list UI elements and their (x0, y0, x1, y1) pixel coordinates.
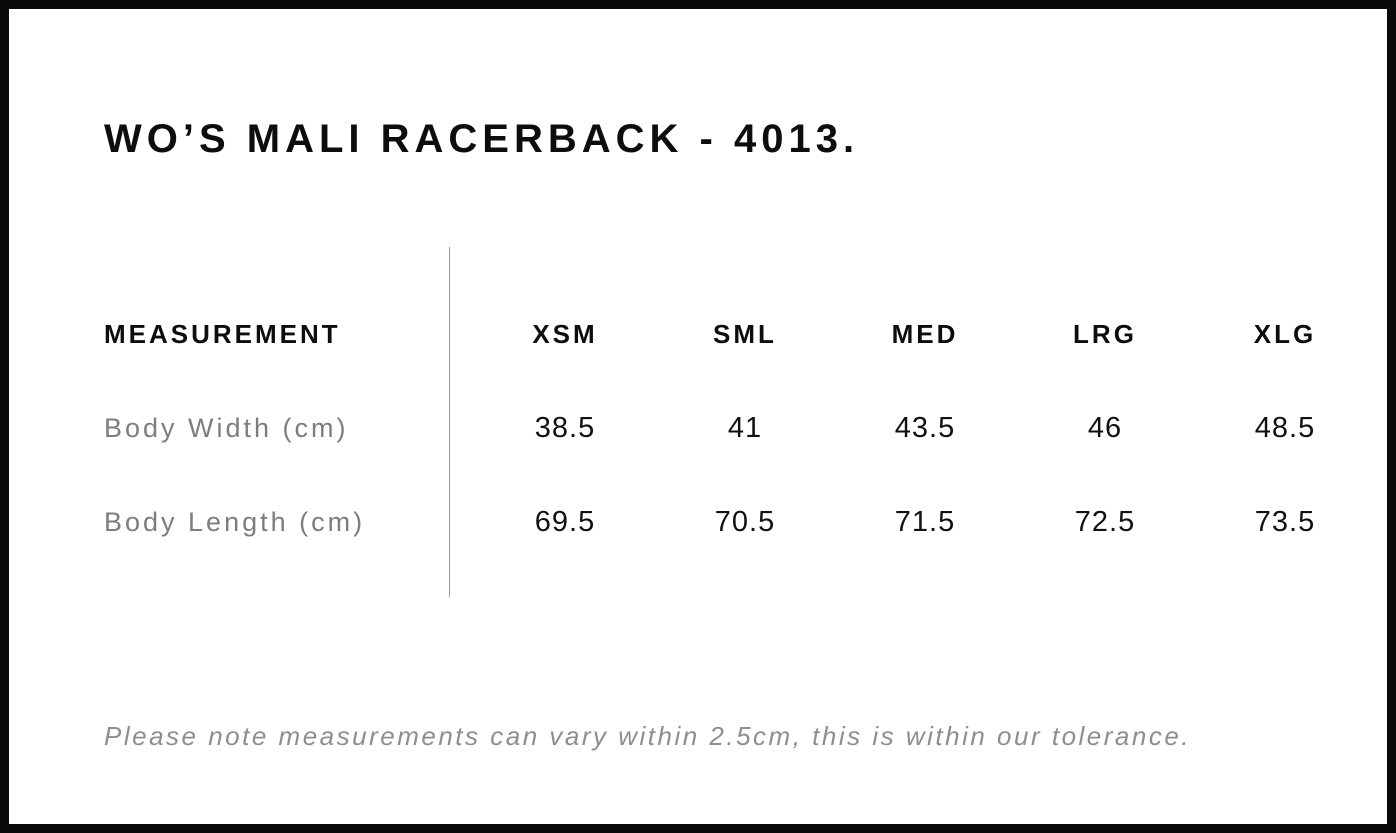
column-divider-line (449, 247, 450, 597)
column-header-xsm: XSM (532, 318, 598, 349)
size-chart-table: MEASUREMENT XSM SML MED LRG XLG Body Wid… (104, 305, 1375, 551)
column-header-lrg: LRG (1073, 318, 1137, 349)
body-width-xlg-value: 48.5 (1254, 411, 1316, 444)
row-label-body-length: Body Length (cm) (104, 506, 366, 537)
table-header-row: MEASUREMENT XSM SML MED LRG XLG (104, 305, 1375, 363)
column-header-measurement: MEASUREMENT (104, 318, 341, 349)
body-width-xsm-value: 38.5 (534, 411, 596, 444)
body-length-xlg-value: 73.5 (1254, 505, 1316, 538)
body-length-xsm-value: 69.5 (534, 505, 596, 538)
body-length-med-value: 71.5 (894, 505, 956, 538)
column-header-xlg: XLG (1253, 318, 1317, 349)
row-label-body-width: Body Width (cm) (104, 412, 349, 443)
body-width-lrg-value: 46 (1087, 411, 1123, 444)
column-header-sml: SML (713, 318, 777, 349)
table-row-body-width: Body Width (cm) 38.5 41 43.5 46 48.5 (104, 399, 1375, 457)
body-length-lrg-value: 72.5 (1074, 505, 1136, 538)
body-width-med-value: 43.5 (894, 411, 956, 444)
column-header-med: MED (891, 318, 959, 349)
product-title: WO’S MALI RACERBACK - 4013. (104, 117, 860, 161)
body-length-sml-value: 70.5 (714, 505, 776, 538)
tolerance-note: Please note measurements can vary within… (104, 721, 1192, 751)
body-width-sml-value: 41 (727, 411, 763, 444)
table-row-body-length: Body Length (cm) 69.5 70.5 71.5 72.5 73.… (104, 493, 1375, 551)
